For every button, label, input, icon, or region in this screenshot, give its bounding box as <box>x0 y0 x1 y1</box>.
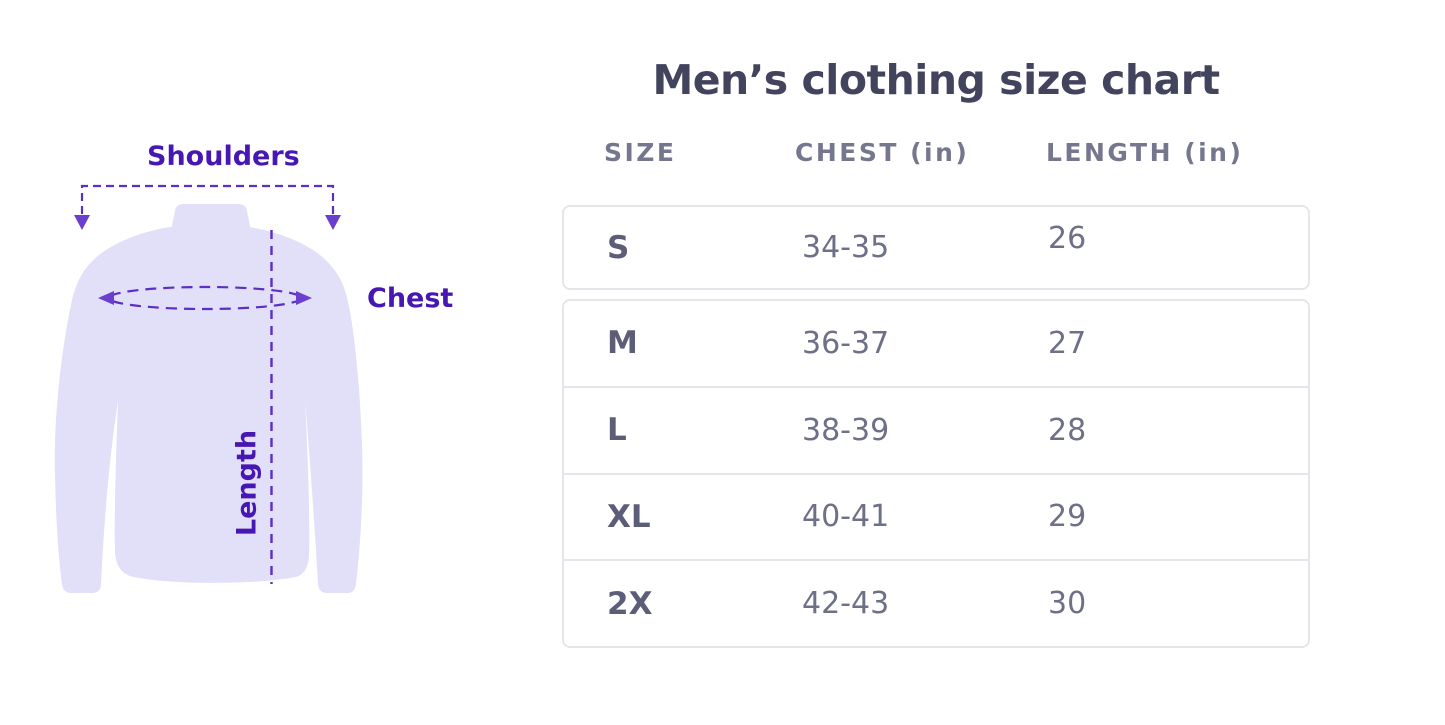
cell-length: 28 <box>1048 412 1087 448</box>
length-label: Length <box>231 429 263 537</box>
cell-chest: 42-43 <box>802 586 890 622</box>
page-title: Men’s clothing size chart <box>652 56 1220 104</box>
column-header-chest: CHEST (in) <box>795 138 970 167</box>
cell-size: S <box>607 229 630 266</box>
cell-length: 26 <box>1048 221 1087 256</box>
cell-chest: 34-35 <box>802 230 890 265</box>
cell-chest: 36-37 <box>802 325 890 361</box>
shirt-body-shape <box>54 227 363 593</box>
cell-size: M <box>607 325 638 362</box>
cell-chest: 38-39 <box>802 412 890 448</box>
shoulders-arrow-right-icon <box>325 215 341 230</box>
cell-size: L <box>607 412 627 449</box>
chest-arrow-left-icon <box>98 291 114 305</box>
size-table-box-s: S 34-35 26 <box>562 205 1310 290</box>
cell-size: 2X <box>607 585 653 622</box>
cell-size: XL <box>607 498 651 535</box>
column-header-size: SIZE <box>604 138 677 167</box>
table-row: S 34-35 26 <box>564 207 1308 288</box>
chest-arrow-right-icon <box>296 291 312 305</box>
table-row: 2X 42-43 30 <box>564 559 1308 646</box>
chest-label: Chest <box>367 283 454 314</box>
cell-chest: 40-41 <box>802 499 890 535</box>
shoulders-arrow-left-icon <box>74 215 90 230</box>
cell-length: 30 <box>1048 586 1087 622</box>
shirt-diagram-graphic <box>54 184 363 593</box>
cell-length: 27 <box>1048 325 1087 361</box>
shoulders-label: Shoulders <box>147 141 300 172</box>
cell-length: 29 <box>1048 499 1087 535</box>
shoulders-measure-line <box>80 184 335 214</box>
table-row: XL 40-41 29 <box>564 472 1308 560</box>
table-row: L 38-39 28 <box>564 385 1308 473</box>
size-table-box-m-2x: M 36-37 27 L 38-39 28 XL 40-41 29 2X 42-… <box>562 299 1310 648</box>
table-header-row: SIZE CHEST (in) LENGTH (in) <box>562 138 1310 167</box>
shirt-measurement-diagram: Shoulders Chest Length <box>0 0 500 725</box>
shirt-collar-shape <box>171 204 251 231</box>
table-row: M 36-37 27 <box>564 301 1308 386</box>
column-header-length: LENGTH (in) <box>1046 138 1244 167</box>
